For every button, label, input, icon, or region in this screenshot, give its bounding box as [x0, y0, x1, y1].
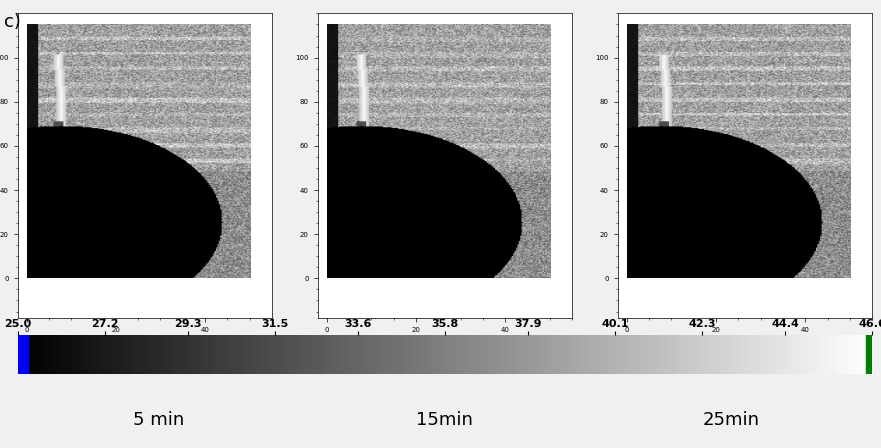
Text: c): c) [4, 13, 21, 31]
Text: 15min: 15min [417, 411, 473, 429]
Text: 25min: 25min [703, 411, 759, 429]
Bar [18, 335, 27, 374]
Bar [866, 335, 876, 374]
Text: 5 min: 5 min [133, 411, 184, 429]
